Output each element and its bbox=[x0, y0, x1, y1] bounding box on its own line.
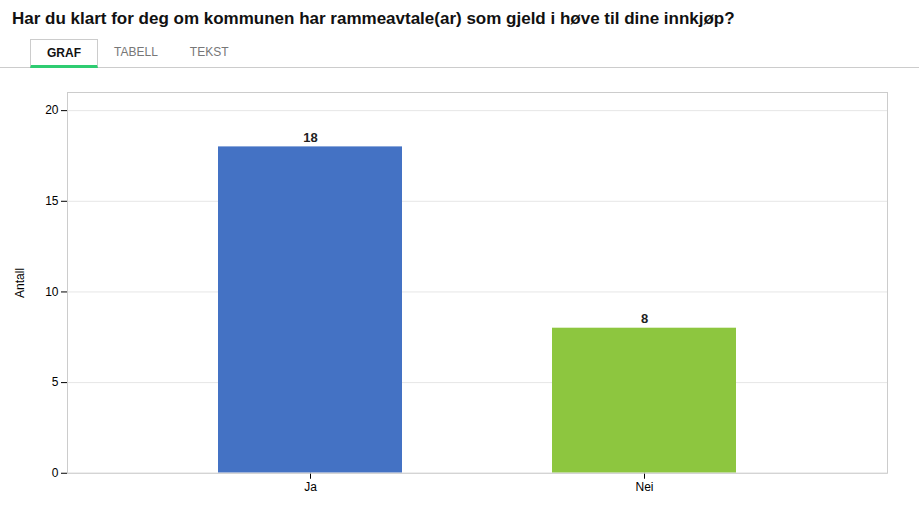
svg-text:15: 15 bbox=[45, 194, 59, 208]
svg-text:5: 5 bbox=[52, 376, 59, 390]
html-text:GRAF: GRAF bbox=[47, 46, 81, 61]
svg-text:Nei: Nei bbox=[635, 480, 653, 494]
svg-text:Ja: Ja bbox=[304, 480, 317, 494]
svg-text:0: 0 bbox=[52, 466, 59, 480]
svg-text:20: 20 bbox=[45, 104, 59, 118]
svg-text:8: 8 bbox=[641, 311, 648, 326]
svg-text:10: 10 bbox=[45, 285, 59, 299]
svg-text:Antall: Antall bbox=[13, 268, 27, 298]
html-text:TABELL: TABELL bbox=[114, 45, 158, 60]
svg-text:18: 18 bbox=[303, 130, 317, 145]
html-text:Har du klart for deg om kommun: Har du klart for deg om kommunen har ram… bbox=[12, 9, 735, 28]
html-text:TEKST: TEKST bbox=[189, 45, 229, 60]
